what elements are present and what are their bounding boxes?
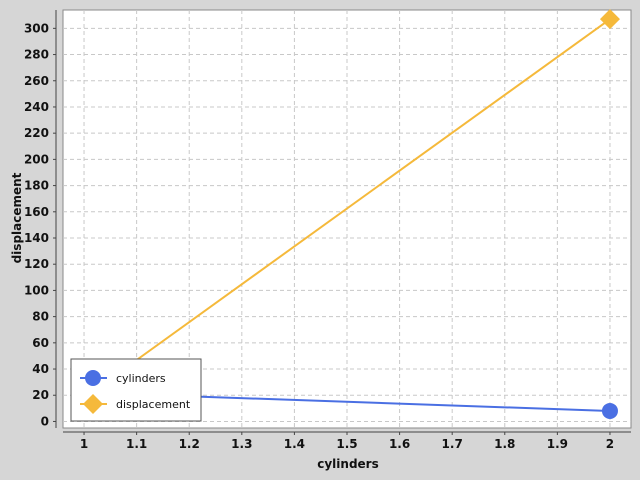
legend-box [70, 358, 202, 422]
x-tick-label: 1.6 [389, 437, 410, 451]
y-tick-label: 300 [24, 21, 49, 35]
y-tick-label: 220 [24, 126, 49, 140]
x-tick-label: 1.1 [126, 437, 147, 451]
x-tick-label: 1.7 [442, 437, 463, 451]
y-tick-label: 60 [32, 336, 49, 350]
plot-background [62, 9, 632, 429]
y-tick-label: 200 [24, 152, 49, 166]
legend-marker-displacement [83, 394, 103, 414]
data-point-displacement [599, 9, 620, 30]
series-line-displacement [83, 18, 611, 399]
legend-label-displacement: displacement [116, 398, 191, 411]
y-tick-label: 40 [32, 362, 49, 376]
data-point-cylinders [601, 402, 618, 419]
legend: cylinders displacement [70, 358, 202, 422]
y-tick-label: 240 [24, 100, 49, 114]
legend-marker-cylinders [85, 370, 101, 386]
x-tick-label: 1.8 [494, 437, 515, 451]
x-tick-label: 1.4 [284, 437, 305, 451]
x-tick-label: 1.9 [547, 437, 568, 451]
x-tick-label: 1.2 [179, 437, 200, 451]
x-tick-label: 1.5 [336, 437, 357, 451]
y-tick-label: 100 [24, 283, 49, 297]
y-axis-title: displacement [10, 172, 24, 263]
y-tick-label: 120 [24, 257, 49, 271]
y-ticks: 0 20 40 60 80 100 120 140 160 180 200 220 240 260 280 3… [24, 21, 56, 428]
x-ticks: 1 1.1 1.2 1.3 1.4 1.5 1.6 1.7 1.8 1.9 2 [80, 432, 614, 451]
y-tick-label: 260 [24, 74, 49, 88]
y-tick-label: 140 [24, 231, 49, 245]
y-tick-label: 160 [24, 205, 49, 219]
y-tick-label: 20 [32, 388, 49, 402]
x-axis-title: cylinders [317, 457, 379, 471]
legend-label-cylinders: cylinders [116, 372, 166, 385]
x-tick-label: 2 [606, 437, 614, 451]
y-tick-label: 0 [41, 414, 49, 428]
y-tick-label: 80 [32, 310, 49, 324]
x-tick-label: 1 [80, 437, 88, 451]
y-tick-label: 280 [24, 48, 49, 62]
x-tick-label: 1.3 [231, 437, 252, 451]
y-tick-label: 180 [24, 179, 49, 193]
